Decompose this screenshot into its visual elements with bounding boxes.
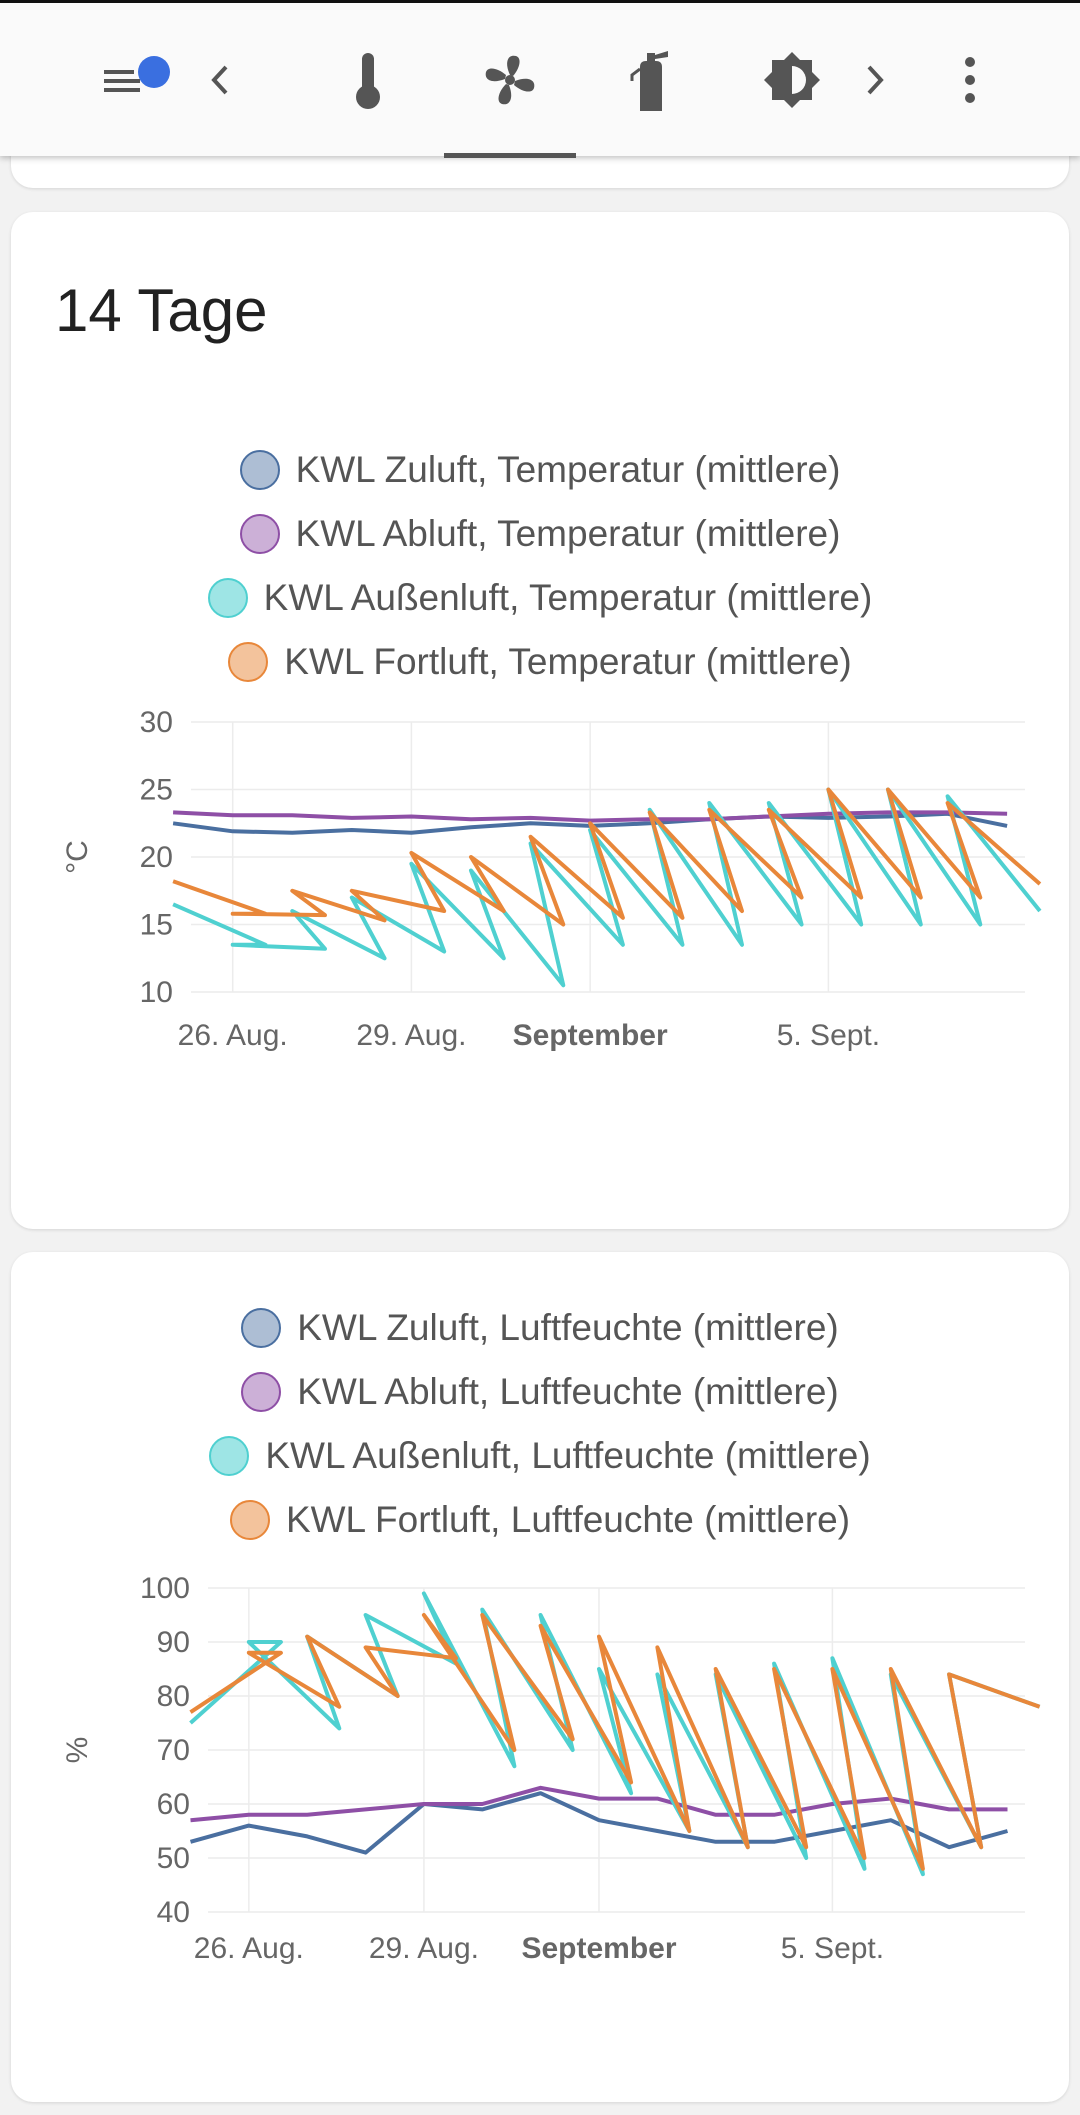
y-tick-label: 50: [157, 1842, 190, 1875]
y-tick-label: 40: [157, 1896, 190, 1929]
y-axis-title: %: [61, 1737, 94, 1764]
series-line: [172, 787, 1042, 927]
y-tick-label: 10: [140, 976, 173, 1009]
x-tick-label: 29. Aug.: [369, 1932, 479, 1965]
menu-button[interactable]: [72, 3, 172, 156]
legend-label: KWL Fortluft, Temperatur (mittlere): [284, 641, 852, 682]
thermometer-icon: [338, 45, 398, 115]
legend-dot: [241, 1308, 282, 1348]
legend-item-aussenluft[interactable]: KWL Außenluft, Temperatur (mittlere): [11, 566, 1069, 630]
y-tick-label: 20: [140, 841, 173, 874]
legend-label: KWL Abluft, Temperatur (mittlere): [295, 513, 841, 554]
legend-dot: [228, 642, 269, 682]
chevron-left-icon: [200, 55, 240, 105]
x-tick-label: 5. Sept.: [777, 1019, 880, 1052]
humidity-chart: 40 50 60 70 80 90 100 26. Aug. 29. Aug. September…: [61, 1572, 1041, 1965]
y-tick-label: 60: [157, 1788, 190, 1821]
legend-item-fortluft[interactable]: KWL Fortluft, Luftfeuchte (mittlere): [11, 1488, 1069, 1552]
legend-item-abluft[interactable]: KWL Abluft, Temperatur (mittlere): [11, 502, 1069, 566]
legend-dot: [241, 1372, 282, 1412]
y-tick-label: 15: [140, 909, 173, 942]
top-toolbar: [0, 3, 1080, 158]
legend-label: KWL Zuluft, Temperatur (mittlere): [295, 449, 841, 490]
menu-icon: [92, 50, 170, 110]
series-line: [173, 810, 1008, 823]
legend-dot: [239, 514, 280, 554]
y-tick-label: 70: [157, 1734, 190, 1767]
legend-dot: [239, 450, 280, 490]
legend-label: KWL Außenluft, Temperatur (mittlere): [263, 577, 873, 618]
y-tick-label: 80: [157, 1680, 190, 1713]
temperature-chart: 10 15 20 25 30 26. Aug. 29. Aug. September 5. Se…: [61, 706, 1042, 1052]
y-tick-label: 90: [157, 1626, 190, 1659]
chart-legend: KWL Zuluft, Temperatur (mittlere) KWL Ab…: [11, 438, 1069, 694]
chart-legend: KWL Zuluft, Luftfeuchte (mittlere) KWL A…: [11, 1296, 1069, 1552]
tab-brightness[interactable]: [752, 3, 832, 156]
legend-label: KWL Außenluft, Luftfeuchte (mittlere): [265, 1435, 871, 1476]
scroll-right-button[interactable]: [845, 3, 905, 156]
chevron-right-icon: [855, 55, 895, 105]
tab-fire-extinguisher[interactable]: [610, 3, 690, 156]
legend-item-fortluft[interactable]: KWL Fortluft, Temperatur (mittlere): [11, 630, 1069, 694]
fan-icon: [478, 48, 542, 112]
tab-temperature[interactable]: [328, 3, 408, 156]
brightness-icon: [760, 48, 824, 112]
legend-item-abluft[interactable]: KWL Abluft, Luftfeuchte (mittlere): [11, 1360, 1069, 1424]
legend-label: KWL Abluft, Luftfeuchte (mittlere): [297, 1371, 839, 1412]
x-tick-label: September: [521, 1932, 676, 1965]
card-humidity-history: KWL Zuluft, Luftfeuchte (mittlere) KWL A…: [11, 1252, 1069, 2102]
x-tick-label: September: [513, 1019, 668, 1052]
legend-label: KWL Zuluft, Luftfeuchte (mittlere): [297, 1307, 839, 1348]
y-tick-label: 30: [140, 706, 173, 739]
legend-item-aussenluft[interactable]: KWL Außenluft, Luftfeuchte (mittlere): [11, 1424, 1069, 1488]
series-line: [189, 1613, 1041, 1871]
y-axis-title: °C: [61, 840, 94, 874]
legend-item-zuluft[interactable]: KWL Zuluft, Temperatur (mittlere): [11, 438, 1069, 502]
more-vertical-icon: [960, 52, 980, 108]
legend-item-zuluft[interactable]: KWL Zuluft, Luftfeuchte (mittlere): [11, 1296, 1069, 1360]
y-tick-label: 25: [140, 774, 173, 807]
x-tick-label: 5. Sept.: [781, 1932, 884, 1965]
notification-badge: [138, 55, 170, 88]
legend-dot: [229, 1500, 270, 1540]
tab-ventilation[interactable]: [470, 3, 550, 156]
series-line: [172, 787, 1042, 988]
active-tab-indicator: [444, 153, 576, 158]
card-title: 14 Tage: [55, 277, 268, 344]
y-tick-label: 100: [140, 1572, 190, 1605]
fire-extinguisher-icon: [620, 45, 680, 115]
x-tick-label: 26. Aug.: [194, 1932, 304, 1965]
x-tick-label: 26. Aug.: [178, 1019, 288, 1052]
x-tick-label: 29. Aug.: [356, 1019, 466, 1052]
legend-label: KWL Fortluft, Luftfeuchte (mittlere): [285, 1499, 851, 1540]
legend-dot: [207, 578, 248, 618]
card-temperature-history: 14 Tage KWL Zuluft, Temperatur (mittlere…: [11, 212, 1069, 1229]
status-edge: [0, 0, 1080, 3]
scroll-left-button[interactable]: [190, 3, 250, 156]
legend-dot: [209, 1436, 250, 1476]
overflow-menu-button[interactable]: [940, 3, 1000, 156]
